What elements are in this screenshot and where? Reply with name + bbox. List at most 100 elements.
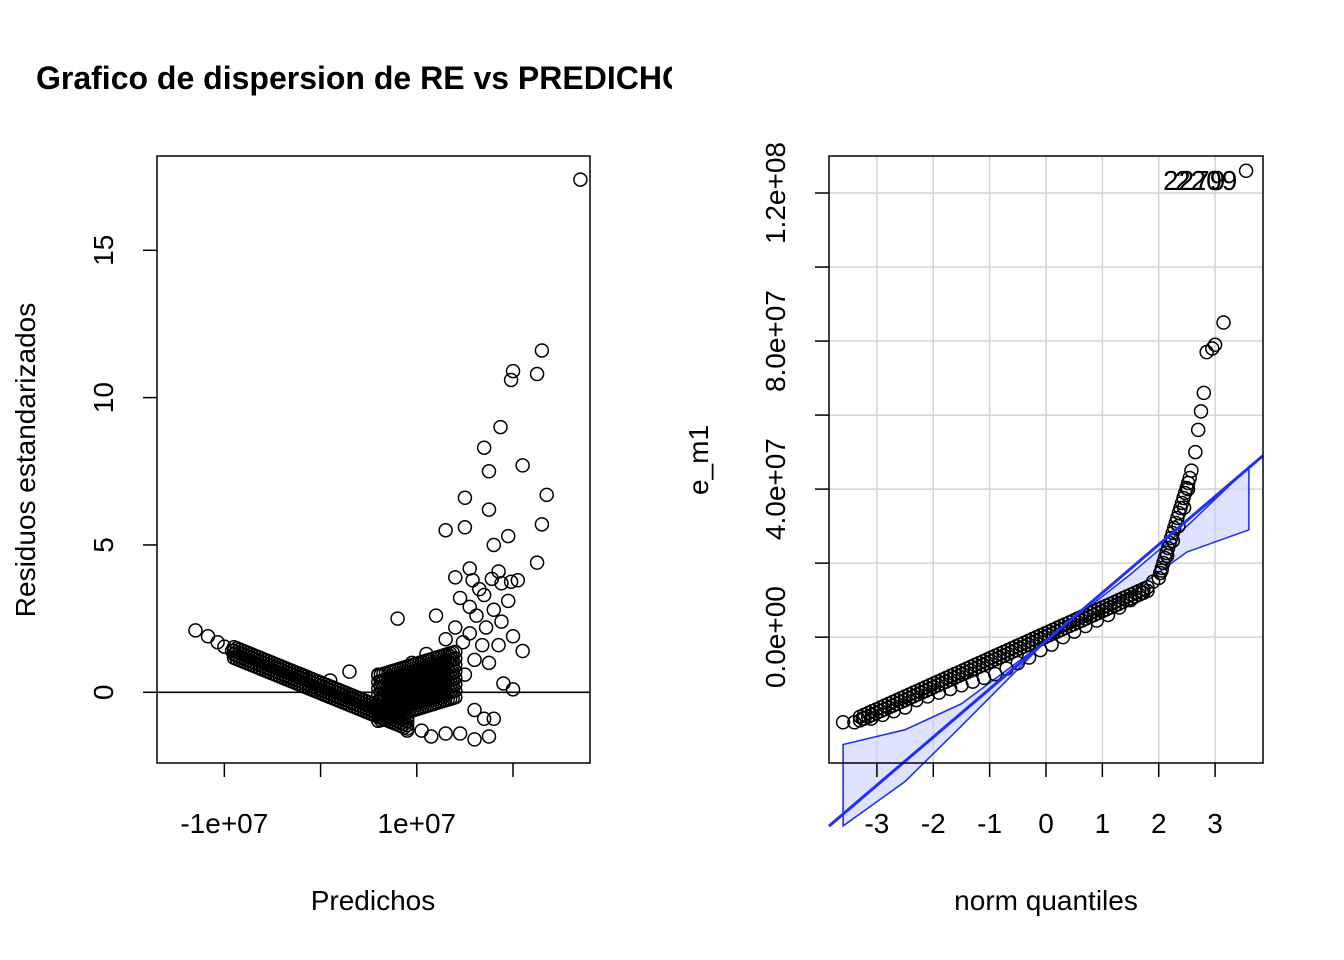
data-point-37: [1190, 422, 1206, 438]
left-x-axis: -1e+07 1e+07: [180, 763, 514, 839]
y-tick-label-0: 0.0e+00: [760, 586, 791, 688]
data-point-58: [515, 643, 530, 659]
data-point-32: [452, 590, 468, 606]
data-point-43: [494, 614, 509, 629]
data-point-42: [478, 620, 494, 635]
data-point-48: [491, 637, 506, 653]
x-tick-label-6: 3: [1207, 808, 1223, 839]
data-point-9: [503, 372, 519, 388]
y-tick-label-4: 8.0e+07: [760, 290, 791, 392]
y-tick-label-3: 15: [88, 235, 119, 266]
data-point-band-0-60-0: [399, 721, 415, 736]
title-clip: Grafico de dispersion de RE vs PREDICHOS: [0, 50, 672, 110]
left-plot: -1e+07 1e+07 0 5 10 15 Predichos Residuos es…: [10, 155, 591, 916]
data-point-12: [476, 440, 492, 455]
data-point-band-1-20-0: [1182, 470, 1197, 486]
point-label-2: 2209: [1175, 165, 1237, 196]
right-grid: [829, 156, 1263, 763]
data-point-60: [476, 711, 492, 727]
data-point-33: [476, 587, 492, 603]
data-point-47: [474, 637, 490, 653]
data-point-59: [467, 702, 482, 718]
data-point-8: [505, 363, 521, 379]
data-point-5: [573, 172, 588, 187]
chart-title: Grafico de dispersion de RE vs PREDICHOS: [36, 60, 672, 96]
data-point-27: [484, 571, 500, 587]
data-point-14: [988, 666, 1003, 682]
data-point-36: [1188, 444, 1203, 460]
data-point-15: [457, 490, 473, 506]
data-point-40: [448, 620, 463, 635]
data-point-38: [390, 611, 405, 626]
right-x-axis: -3 -2 -1 0 1 2 3: [864, 763, 1223, 839]
x-tick-label-2: 1e+07: [377, 808, 456, 839]
y-tick-label-1: 5: [88, 537, 119, 553]
data-point-17: [457, 520, 473, 535]
right-points: [835, 163, 1254, 730]
right-y-axis: 0.0e+00 4.0e+07 8.0e+07 1.2e+08: [760, 142, 829, 688]
data-point-0: [835, 715, 851, 730]
data-point-20: [500, 528, 516, 544]
data-point-18: [438, 522, 453, 538]
data-point-band-0-70-1: [1140, 579, 1155, 595]
left-y-label: Residuos estandarizados: [10, 303, 41, 617]
data-point-26: [465, 573, 480, 588]
data-point-39: [1196, 385, 1212, 401]
data-point-34: [1180, 481, 1196, 497]
data-point-42: [1207, 337, 1223, 353]
data-point-13: [481, 464, 497, 479]
data-point-36: [486, 602, 502, 618]
right-plot: -3 -2 -1 0 1 2 3 0.0e+004.0e+078.0e+071.2e+08 …: [683, 142, 1264, 916]
x-tick-label-2: -1: [977, 808, 1002, 839]
data-point-6: [534, 343, 550, 358]
data-point-34: [500, 593, 516, 609]
data-point-24: [491, 564, 506, 579]
data-point-band-0-70-0: [1140, 583, 1155, 599]
right-y-label: e_m1: [683, 425, 714, 495]
left-plot-frame: [156, 155, 591, 764]
data-point-67: [414, 723, 429, 738]
data-point-16: [481, 502, 497, 517]
data-point-44: [505, 629, 521, 644]
data-point-56: [496, 676, 511, 691]
data-point-31: [494, 576, 509, 591]
data-point-71: [342, 664, 357, 679]
data-point-43: [1216, 315, 1231, 330]
x-tick-label-0: -1e+07: [180, 808, 268, 839]
data-point-62: [481, 729, 497, 744]
data-point-11: [515, 458, 530, 473]
data-point-29: [503, 574, 519, 590]
data-point-14: [539, 487, 554, 503]
qq-reference-line: [828, 454, 1264, 828]
data-point-41: [1205, 341, 1220, 356]
data-point-52: [481, 655, 497, 671]
x-tick-label-3: 0: [1038, 808, 1054, 839]
data-point-10: [493, 419, 508, 435]
data-point-28: [510, 573, 526, 588]
y-tick-label-2: 4.0e+07: [760, 438, 791, 540]
x-tick-label-4: 1: [1095, 808, 1111, 839]
left-x-label: Predichos: [311, 885, 436, 916]
data-point-64: [452, 726, 468, 741]
data-point-19: [534, 517, 550, 532]
data-point-39: [428, 608, 444, 623]
data-point-44: [1238, 163, 1254, 179]
data-point-1: [200, 629, 216, 644]
point-label-1: 2279: [1163, 165, 1225, 196]
data-point-41: [462, 626, 477, 641]
x-tick-label-5: 2: [1151, 808, 1167, 839]
data-point-57: [505, 682, 521, 697]
left-points: [188, 172, 588, 747]
data-point-66: [423, 729, 439, 744]
data-point-23: [462, 561, 477, 576]
data-point-46: [455, 634, 471, 650]
data-point-65: [438, 726, 453, 741]
data-point-0: [188, 623, 203, 638]
x-tick-label-1: -2: [921, 808, 946, 839]
data-point-band-1-30-7: [448, 644, 463, 660]
y-tick-label-0: 0: [88, 684, 119, 700]
data-point-61: [486, 711, 502, 727]
left-y-axis: 0 5 10 15: [88, 235, 157, 700]
data-point-band-1-30-6: [448, 651, 463, 666]
